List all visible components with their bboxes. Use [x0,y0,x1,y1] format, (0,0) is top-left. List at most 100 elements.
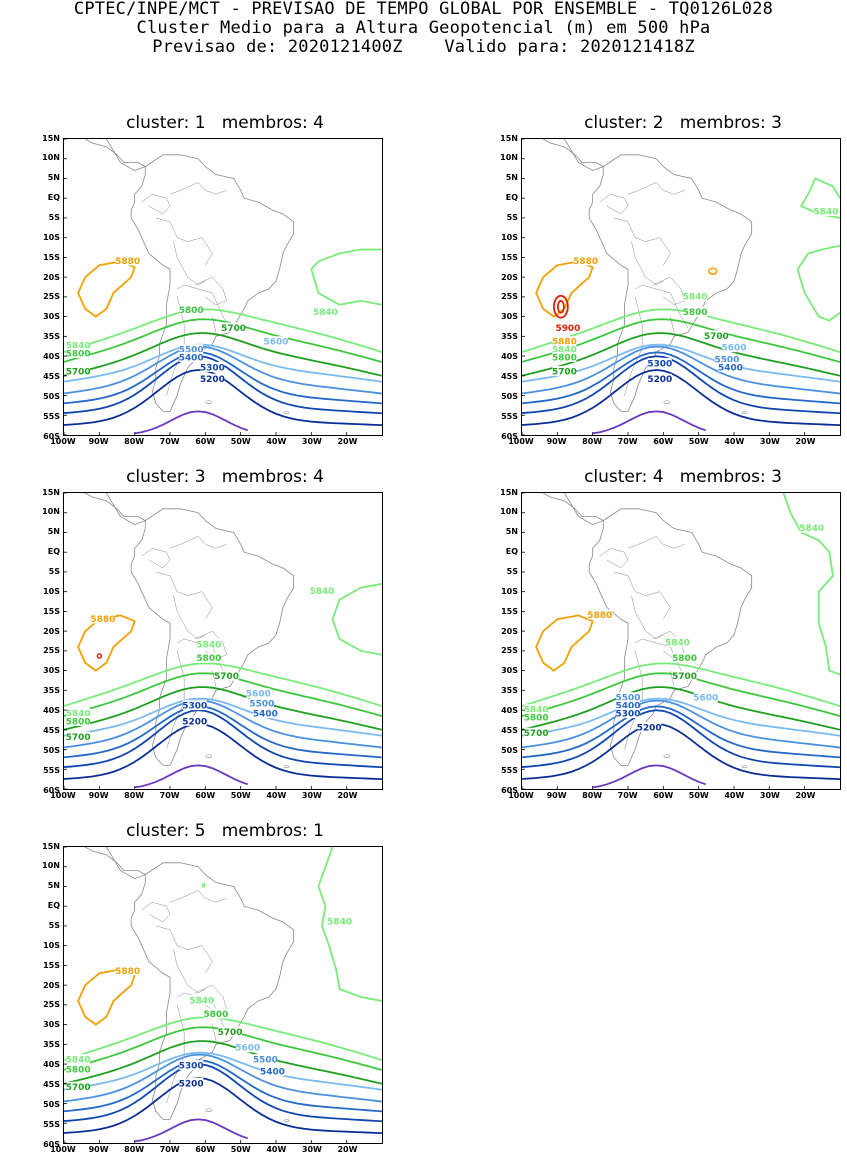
lon-tick-label: 70W [159,437,180,446]
lat-tick-label: 20S [43,272,60,282]
lat-tick-label: 10S [501,586,518,596]
lat-tick-label: 30S [43,1020,60,1030]
geopotential-map: 5880584058405840580058005700570056005500… [64,847,382,1143]
lat-tick-label: 5S [48,212,60,222]
contour-5100 [592,764,707,789]
lat-tick-label: 60S [43,1139,60,1149]
lat-tick-label: 5N [47,881,60,891]
contour-5840-east [331,582,382,656]
contour-label-background [189,994,214,1005]
contour-label: 5400 [260,1067,285,1077]
lat-tick-label: 15N [42,487,60,497]
contour-label: 5800 [196,654,221,664]
contour-5400 [522,705,840,759]
lat-tick-label: 15N [42,133,60,143]
lat-tick-label: 25S [43,1000,60,1010]
south-georgia [283,765,290,768]
contour-label-background [310,585,334,596]
contour-5100 [134,1118,249,1143]
panel-title: cluster: 2 membros: 3 [584,113,782,133]
country-border [169,182,227,195]
contour-5840 [64,308,382,354]
contour-label-background [214,670,239,681]
map-panel: 5880 5840 5840 5840 5800 5800 5700 5700 5600 5500… [63,846,383,1144]
contour-label: 5800 [524,713,549,723]
lon-tick-label: 100W [508,437,534,446]
lat-tick-label: 45S [43,725,60,735]
contour-label: 5500 [714,355,739,365]
contour-label-background [66,1081,91,1092]
contour-label-background [196,638,221,649]
contour-5100 [134,410,249,435]
contour-5700 [522,686,840,731]
contour-label-background [524,704,549,715]
contour-label: 5800 [683,308,708,318]
contour-5400 [64,1059,382,1113]
contour-label: 5200 [179,1079,204,1089]
lon-tick-label: 20W [337,791,358,800]
lat-tick-label: 40S [501,706,518,716]
lon-tick-label: 60W [653,437,674,446]
contour-5840-east [310,248,382,306]
lat-tick-label: 45S [43,1079,60,1089]
contour-label-background [66,715,91,726]
lon-tick-label: 100W [50,437,76,446]
lat-tick-label: 5S [506,566,518,576]
contour-label: 5600 [235,1044,260,1054]
lat-tick-label: 50S [43,1099,60,1109]
lat-tick-label: 50S [501,391,518,401]
header-line-2: Cluster Medio para a Altura Geopotencial… [136,18,711,38]
lat-tick-label: 10N [500,153,518,163]
contour-label-background [264,336,288,347]
lon-tick-label: 40W [266,437,287,446]
lat-tick-label: 5N [47,527,60,537]
central-america-coastline [84,847,147,880]
lon-tick-label: 60W [195,791,216,800]
lat-tick-label: 45S [501,725,518,735]
contour-label: 5600 [722,344,747,354]
contour-label: 5700 [66,1083,91,1093]
lat-tick-label: 5S [48,920,60,930]
contour-label-background [552,352,577,363]
contour-label-background [637,721,662,732]
lat-tick-label: 45S [43,371,60,381]
contour-label-background [90,613,115,624]
lon-tick-label: 30W [301,791,322,800]
contour-label-background [179,352,204,363]
contour-label-background [672,652,697,663]
contour-label-background [179,304,204,315]
country-border [652,276,685,306]
map-panel: 5880 5840 5840 5800 5800 5700 5700 5600 5500 5400… [63,138,383,436]
lat-tick-label: EQ [505,193,518,203]
country-border [166,1004,185,1104]
contour-5500 [64,1053,382,1103]
falkland-islands [205,1108,213,1113]
contour-label: 5800 [552,354,577,364]
lon-tick-label: 100W [508,791,534,800]
contour-label: 5700 [221,324,246,334]
contour-label: 5700 [672,672,697,682]
lon-tick-label: 30W [301,437,322,446]
lat-tick-label: 20S [501,626,518,636]
lat-tick-label: EQ [47,193,60,203]
lat-tick-label: 10N [42,507,60,517]
contour-5700 [64,686,382,731]
south-georgia [741,411,748,414]
contour-label-background [182,700,207,711]
contour-5200 [64,1077,382,1135]
lon-tick-label: 60W [195,1145,216,1154]
contour-5700 [64,1040,382,1085]
contour-5900-core [556,299,565,314]
contour-label: 5840 [66,342,91,352]
lon-tick-label: 70W [159,1145,180,1154]
panel-title: cluster: 4 membros: 3 [584,467,782,487]
lon-tick-label: 100W [50,791,76,800]
lon-tick-label: 50W [688,437,709,446]
contour-label-background [200,361,225,372]
lat-tick-label: 40S [501,352,518,362]
contour-label-background [235,1042,260,1053]
lat-tick-label: 30S [43,312,60,322]
south-georgia [741,765,748,768]
contour-5840-east [317,847,382,1002]
contour-label: 5800 [179,306,204,316]
